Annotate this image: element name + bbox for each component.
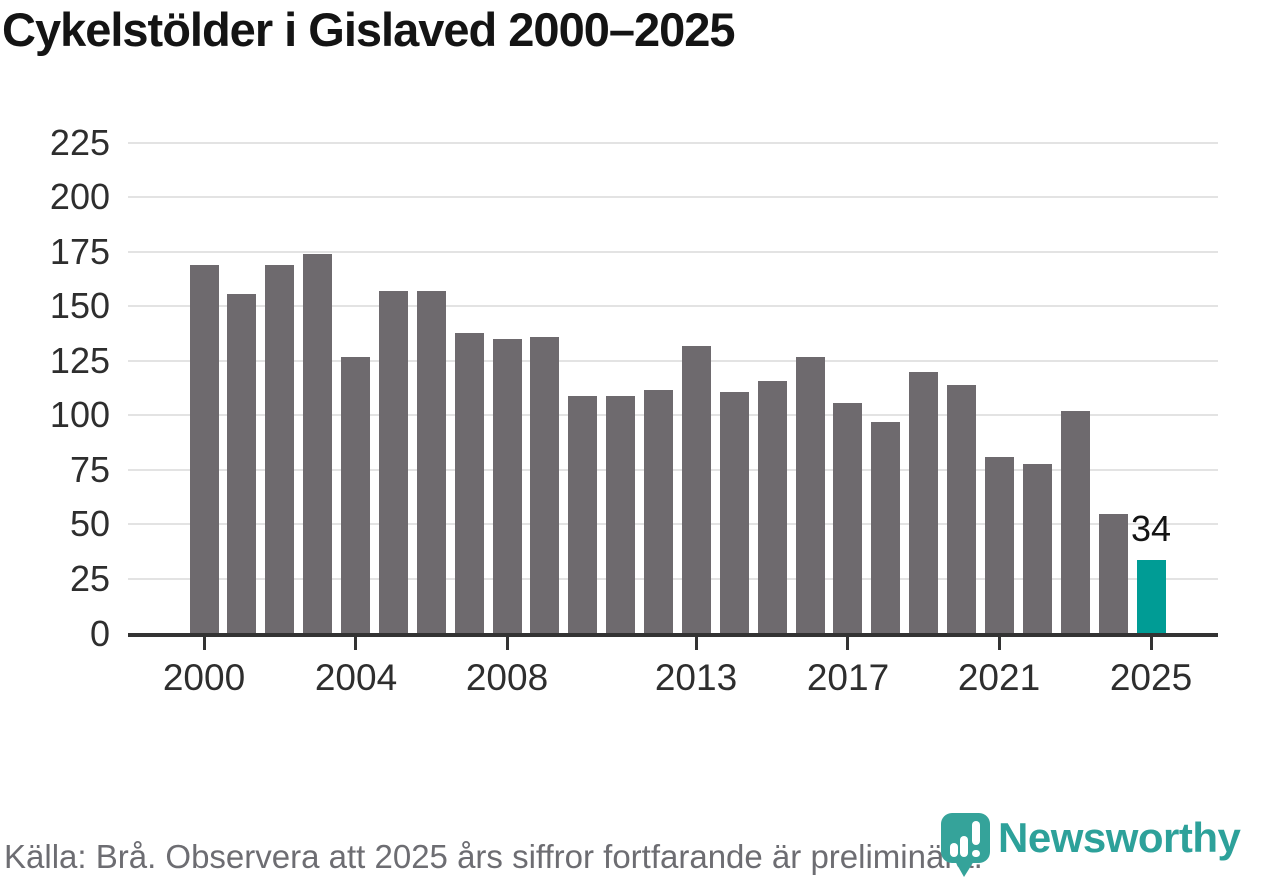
newsworthy-logo-text: Newsworthy [998, 814, 1241, 861]
y-axis-tick-label: 150 [49, 285, 110, 326]
chart-title: Cykelstölder i Gislaved 2000–2025 [2, 3, 736, 56]
gridline-y-175 [128, 251, 1218, 253]
bar-2004 [341, 357, 370, 634]
bar-2023 [1061, 411, 1090, 634]
bar-2015 [758, 381, 787, 634]
bar-2002 [265, 265, 294, 634]
gridline-y-100 [128, 414, 1218, 416]
gridline-y-25 [128, 578, 1218, 580]
x-axis-tick-label: 2021 [957, 657, 1041, 698]
x-axis-tick [506, 637, 509, 650]
bar-2019 [909, 372, 938, 634]
y-axis-tick-label: 50 [69, 503, 110, 544]
gridline-y-50 [128, 523, 1218, 525]
x-axis-tick-label: 2013 [654, 657, 738, 698]
bar-2013 [682, 346, 711, 634]
bar-2024 [1099, 514, 1128, 634]
bar-2020 [947, 385, 976, 634]
x-axis-tick [203, 637, 206, 650]
x-axis-tick [998, 637, 1001, 650]
gridline-y-125 [128, 360, 1218, 362]
gridline-y-150 [128, 305, 1218, 307]
x-axis-tick [846, 637, 849, 650]
bar-2012 [644, 390, 673, 634]
gridline-y-200 [128, 196, 1218, 198]
y-axis-tick-label: 25 [69, 558, 110, 599]
bar-2017 [833, 403, 862, 634]
x-axis-tick [695, 637, 698, 650]
bar-2021 [985, 457, 1014, 634]
y-axis-tick-label: 100 [49, 394, 110, 435]
bar-2022 [1023, 464, 1052, 634]
bar-2009 [530, 337, 559, 634]
newsworthy-branding: Newsworthy [936, 810, 1262, 879]
bar-2005 [379, 291, 408, 634]
y-axis-tick-label: 75 [69, 449, 110, 490]
gridline-y-225 [128, 142, 1218, 144]
bar-2010 [568, 396, 597, 634]
bar-chart-plot-area: 0 25 50 75 100 125 150 175 200 225 2000 2004 2008 201… [49, 122, 1218, 698]
bar-value-label: 34 [1130, 508, 1172, 549]
x-axis-tick-label: 2017 [806, 657, 890, 698]
x-axis-tick-label: 2000 [162, 657, 246, 698]
y-axis-tick-label: 200 [49, 176, 110, 217]
y-axis-tick-label: 125 [49, 340, 110, 381]
bar-2018 [871, 422, 900, 634]
x-axis-tick-label: 2004 [314, 657, 398, 698]
bar-2006 [417, 291, 446, 634]
y-axis-tick-label: 175 [49, 231, 110, 272]
x-axis-tick-label: 2008 [465, 657, 549, 698]
bar-2011 [606, 396, 635, 634]
bar-2016 [796, 357, 825, 634]
y-axis-tick-label: 0 [89, 613, 110, 654]
bar-2001 [227, 294, 256, 634]
gridline-y-75 [128, 469, 1218, 471]
y-axis-tick-label: 225 [49, 122, 110, 163]
newsworthy-logo-icon [941, 813, 990, 877]
x-axis-line [128, 633, 1218, 637]
bar-2007 [455, 333, 484, 634]
x-axis-tick [354, 637, 357, 650]
bar-2025 [1137, 560, 1166, 634]
bar-2000 [190, 265, 219, 634]
source-note: Källa: Brå. Observera att 2025 års siffr… [4, 838, 983, 875]
x-axis-tick-label: 2025 [1109, 657, 1193, 698]
bar-2008 [493, 339, 522, 634]
x-axis-tick [1150, 637, 1153, 650]
bar-2014 [720, 392, 749, 634]
bar-2003 [303, 254, 332, 634]
